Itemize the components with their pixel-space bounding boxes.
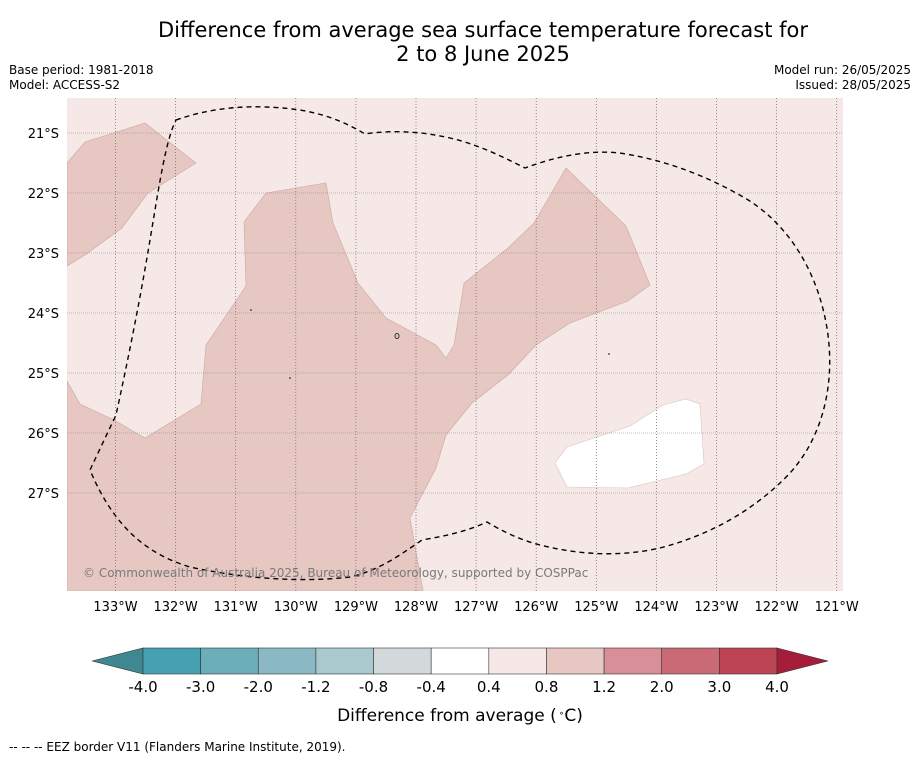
longitude-label: 124°W [634,600,678,615]
island-marker [394,333,400,339]
colorbar-tick-label: 4.0 [765,678,789,696]
colorbar-tick-label: 2.0 [650,678,674,696]
colorbar-tick-label: 0.8 [535,678,559,696]
eez-footnote: -- -- -- EEZ border V11 (Flanders Marine… [9,740,346,754]
latitude-labels: 21°S 22°S 23°S 24°S 25°S 26°S 27°S [28,127,59,502]
colorbar-tick-label: -0.4 [417,678,446,696]
latitude-label: 25°S [28,367,59,382]
latitude-label: 24°S [28,307,59,322]
neutral-anomaly-region [554,398,705,489]
island-marker [289,377,291,379]
title-line-1: Difference from average sea surface temp… [158,18,808,42]
colorbar-segment [200,647,259,675]
latitude-label: 22°S [28,187,59,202]
warm-anomaly-region-main [67,167,651,591]
colorbar-segment [315,647,374,675]
latitude-label: 26°S [28,427,59,442]
latitude-label: 23°S [28,247,59,262]
colorbar-high-extension [776,647,829,675]
island-marker [608,353,610,355]
colorbar-segment [488,647,547,675]
colorbar: -4.0 -3.0 -2.0 -1.2 -0.8 -0.4 0.4 0.8 1.2 2.0 3.0 4… [91,647,829,696]
longitude-label: 121°W [815,600,859,615]
colorbar-tick-label: -2.0 [244,678,273,696]
latitude-gridlines [67,132,843,494]
model-run: Model run: 26/05/2025 [773,63,911,77]
colorbar-segment [546,647,605,675]
colorbar-tick-label: 0.4 [477,678,501,696]
colorbar-segment [661,647,720,675]
longitude-label: 125°W [574,600,618,615]
colorbar-tick-label: -4.0 [128,678,157,696]
copyright-text: © Commonwealth of Australia 2025, Bureau… [83,566,588,580]
colorbar-segment [719,647,778,675]
colorbar-tick-label: -0.8 [359,678,388,696]
longitude-label: 122°W [755,600,799,615]
longitude-label: 131°W [214,600,258,615]
colorbar-tick-label: 3.0 [707,678,731,696]
colorbar-segment [257,647,317,675]
longitude-label: 126°W [514,600,558,615]
colorbar-segment [603,647,663,675]
longitude-label: 130°W [274,600,318,615]
latitude-label: 21°S [28,127,59,142]
title-line-2: 2 to 8 June 2025 [396,42,570,66]
colorbar-segment [373,647,432,675]
map-plot-area: © Commonwealth of Australia 2025, Bureau… [67,98,843,591]
longitude-label: 128°W [394,600,438,615]
colorbar-low-extension [91,647,144,675]
longitude-label: 132°W [154,600,198,615]
model-name: Model: ACCESS-S2 [9,78,121,92]
meta-left: Base period: 1981-2018 Model: ACCESS-S2 [9,63,154,93]
longitude-gridlines [115,98,838,591]
latitude-label: 27°S [28,487,59,502]
longitude-label: 133°W [93,600,137,615]
longitude-label: 129°W [334,600,378,615]
colorbar-segment [430,647,490,675]
colorbar-tick-label: 1.2 [592,678,616,696]
colorbar-label: Difference from average (∘C) [337,706,583,726]
meta-right: Model run: 26/05/2025 Issued: 28/05/2025 [774,63,911,93]
colorbar-tick-label: -3.0 [186,678,215,696]
island-marker [250,309,252,311]
eez-border [89,106,831,581]
longitude-label: 127°W [454,600,498,615]
colorbar-tick-label: -1.2 [301,678,330,696]
longitude-labels: 133°W 132°W 131°W 130°W 129°W 128°W 127°W 126°W… [93,600,859,615]
issued-date: Issued: 28/05/2025 [795,78,911,92]
colorbar-segment [142,647,201,675]
longitude-label: 123°W [694,600,738,615]
map-title: Difference from average sea surface temp… [0,18,919,66]
base-period: Base period: 1981-2018 [9,63,154,77]
